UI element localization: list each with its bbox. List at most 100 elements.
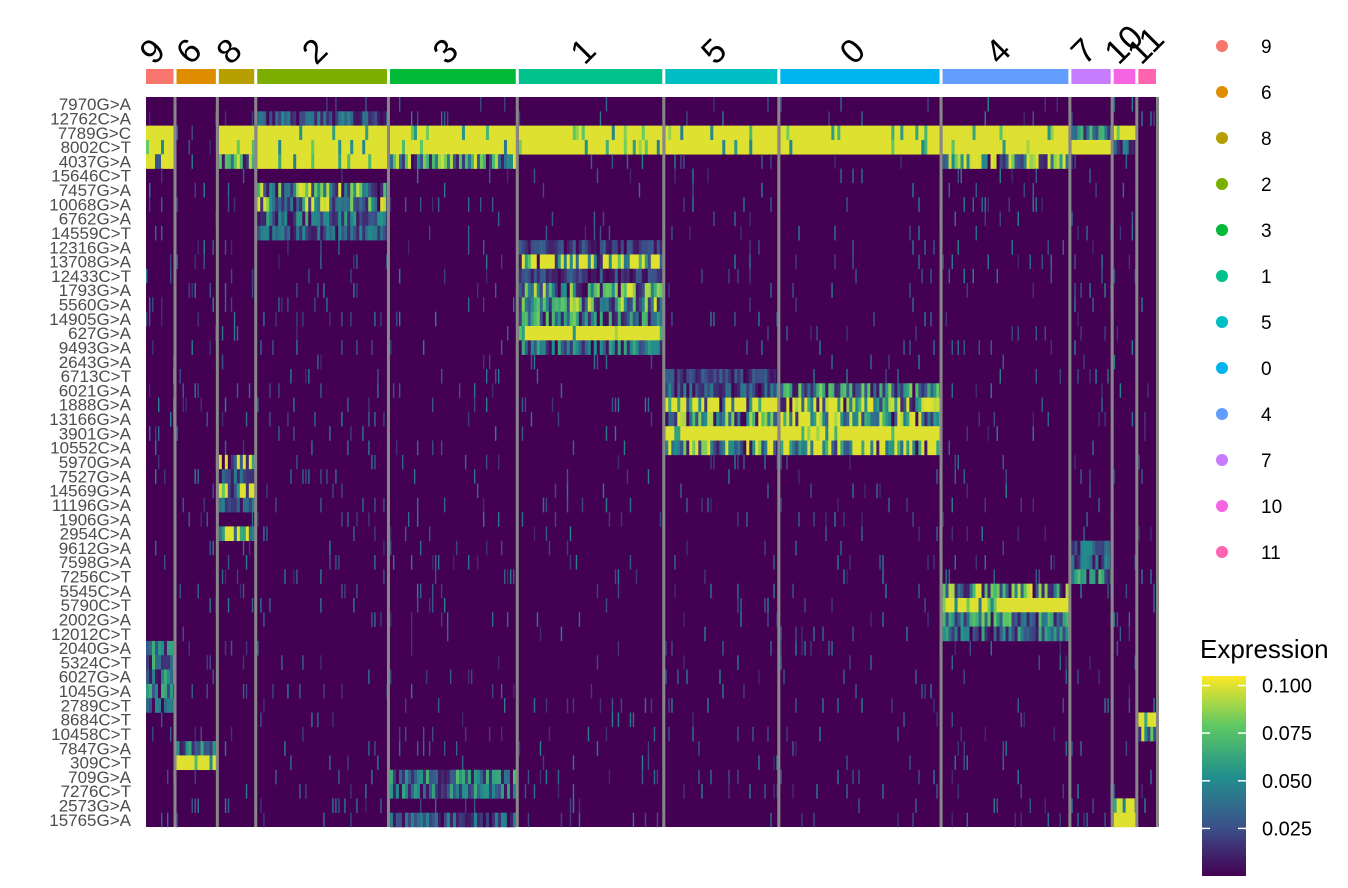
heatmap-cell-5545C>A-cluster-5 [674, 583, 775, 599]
heatmap-cell-1888G>A-cluster-7 [1101, 397, 1103, 413]
heatmap-cell-8002C>T-cluster-7 [1071, 139, 1111, 155]
heatmap-cell-2789C>T-cluster-9 [146, 698, 174, 713]
heatmap-cell-7527G>A-cluster-4 [954, 469, 1007, 484]
heatmap-cell-7847G>A-cluster-2 [284, 741, 376, 756]
feature-label: 5545C>A [60, 582, 132, 601]
heatmap-cell-7276C>T-cluster-3 [389, 784, 517, 799]
heatmap-cell-12316G>A-cluster-6 [197, 240, 214, 255]
heatmap-cell-5970G>A-cluster-4 [954, 454, 1004, 470]
heatmap-cell-7276C>T-cluster-0 [792, 784, 938, 799]
heatmap-cell-7527G>A-cluster-1 [566, 469, 650, 484]
heatmap-cell-7256C>T-cluster-7 [1071, 569, 1111, 584]
feature-label: 10458C>T [51, 725, 131, 744]
cluster-label-2: 2 [295, 31, 335, 71]
heatmap-cell-1793G>A-cluster-6 [188, 283, 211, 298]
heatmap-cell-6021G>A-cluster-8 [236, 383, 251, 398]
heatmap-cell-10458C>T-cluster-3 [398, 726, 503, 742]
heatmap-cell-6021G>A-cluster-9 [149, 383, 151, 398]
heatmap-cell-12762C>A-cluster-8 [224, 111, 254, 126]
heatmap-cell-10552C>A-cluster-3 [395, 440, 443, 456]
heatmap-cell-6713C>T-cluster-6 [179, 368, 181, 384]
heatmap-cell-3901G>A-cluster-4 [966, 426, 1034, 441]
heatmap-cell-2643G>A-cluster-1 [530, 354, 653, 370]
colorbar-tick-label: 0.075 [1262, 723, 1312, 745]
heatmap-cell-309C>T-cluster-1 [542, 755, 650, 771]
heatmap-cell-7847G>A-cluster-7 [1071, 741, 1082, 756]
legend-swatch [1216, 86, 1228, 98]
heatmap-cell-4037G>A-cluster-7 [1071, 154, 1076, 169]
heatmap-cell-5545C>A-cluster-2 [341, 583, 358, 599]
heatmap-cell-4037G>A-cluster-6 [191, 154, 193, 169]
legend-label: 11 [1261, 543, 1281, 564]
heatmap-cell-14569G>A-cluster-0 [810, 483, 881, 499]
heatmap-cell-7527G>A-cluster-7 [1080, 469, 1091, 484]
heatmap-cell-9612G>A-cluster-4 [1002, 540, 1004, 556]
cluster-label-3: 3 [426, 31, 466, 71]
heatmap-cell-11196G>A-cluster-7 [1098, 497, 1100, 513]
heatmap-cell-8002C>T-cluster-10 [1113, 139, 1136, 155]
heatmap-cell-15765G>A-cluster-4 [951, 812, 1061, 828]
heatmap-cell-309C>T-cluster-3 [461, 755, 464, 771]
legend-swatch [1216, 40, 1228, 52]
heatmap-cell-6027G>A-cluster-2 [368, 669, 370, 685]
heatmap-cell-13708G>A-cluster-0 [795, 254, 920, 270]
heatmap-cell-627G>A-cluster-8 [221, 326, 239, 341]
heatmap-cell-7527G>A-cluster-3 [413, 469, 476, 484]
heatmap-cell-12433C>T-cluster-7 [1101, 268, 1103, 284]
heatmap-cell-7276C>T-cluster-8 [245, 784, 248, 799]
separator-before-cluster-10 [1110, 97, 1114, 827]
heatmap-cell-8684C>T-cluster-11 [1138, 712, 1157, 728]
heatmap-cell-627G>A-cluster-1 [518, 326, 663, 341]
heatmap-cell-6027G>A-cluster-5 [665, 669, 760, 685]
feature-label: 15765G>A [49, 811, 131, 830]
heatmap-cell-1045G>A-cluster-1 [590, 683, 593, 699]
heatmap-cell-12316G>A-cluster-0 [852, 240, 935, 255]
heatmap-cell-13166G>A-cluster-8 [221, 411, 248, 427]
heatmap-cell-7527G>A-cluster-6 [194, 469, 199, 484]
legend-item-1: 1 [1216, 267, 1272, 288]
heatmap-cell-8002C>T-cluster-9 [146, 139, 174, 155]
heatmap-cell-4037G>A-cluster-2 [257, 154, 388, 169]
heatmap-cell-5560G>A-cluster-0 [795, 297, 914, 312]
heatmap-cell-9612G>A-cluster-8 [242, 540, 251, 556]
heatmap-cell-5324C>T-cluster-7 [1089, 655, 1091, 670]
heatmap-cell-309C>T-cluster-4 [954, 755, 1004, 771]
heatmap-cell-15765G>A-cluster-2 [263, 812, 352, 828]
heatmap-cell-709G>A-cluster-11 [1150, 769, 1152, 785]
heatmap-cell-1888G>A-cluster-0 [780, 397, 940, 413]
heatmap-cell-1045G>A-cluster-8 [242, 683, 248, 699]
feature-label: 5560G>A [59, 296, 132, 315]
heatmap-cell-2040G>A-cluster-4 [954, 640, 1061, 656]
heatmap-cell-4037G>A-cluster-8 [218, 154, 255, 169]
heatmap-cell-1045G>A-cluster-6 [191, 683, 208, 699]
feature-label: 8002C>T [61, 138, 131, 157]
heatmap-cell-14559C>T-cluster-9 [155, 225, 163, 241]
heatmap-cell-2040G>A-cluster-2 [257, 640, 259, 656]
feature-label: 2573G>A [59, 797, 132, 816]
heatmap-cell-7598G>A-cluster-4 [954, 555, 1055, 570]
heatmap-cell-7847G>A-cluster-3 [398, 741, 458, 756]
heatmap-cell-1045G>A-cluster-2 [272, 683, 388, 699]
heatmap-cell-14559C>T-cluster-2 [257, 225, 388, 241]
heatmap-cell-2789C>T-cluster-4 [1017, 698, 1064, 713]
heatmap-cell-11196G>A-cluster-1 [542, 497, 632, 513]
heatmap-cell-7256C>T-cluster-4 [945, 569, 1040, 584]
separator-before-cluster-3 [386, 97, 390, 827]
heatmap-cell-6021G>A-cluster-6 [182, 383, 199, 398]
heatmap-cell-309C>T-cluster-5 [758, 755, 778, 771]
heatmap-cell-7789G>C-cluster-2 [257, 125, 388, 141]
heatmap-cell-12012C>T-cluster-3 [410, 626, 449, 642]
heatmap-cell-2573G>A-cluster-11 [1144, 798, 1146, 813]
heatmap-cell-1793G>A-cluster-4 [966, 283, 1034, 298]
cluster-bar-10 [1113, 69, 1136, 84]
heatmap-cell-6021G>A-cluster-2 [269, 383, 379, 398]
heatmap-cell-7256C>T-cluster-3 [434, 569, 515, 584]
heatmap-cell-13166G>A-cluster-0 [780, 411, 940, 427]
heatmap-cell-2002G>A-cluster-10 [1113, 612, 1131, 627]
heatmap-cell-10552C>A-cluster-0 [780, 440, 940, 456]
heatmap-cell-13708G>A-cluster-1 [518, 254, 663, 270]
heatmap-cell-9493G>A-cluster-7 [1074, 340, 1076, 355]
heatmap-cell-627G>A-cluster-5 [767, 326, 769, 341]
heatmap-cell-4037G>A-cluster-3 [389, 154, 517, 169]
feature-label: 2954C>A [60, 525, 132, 544]
